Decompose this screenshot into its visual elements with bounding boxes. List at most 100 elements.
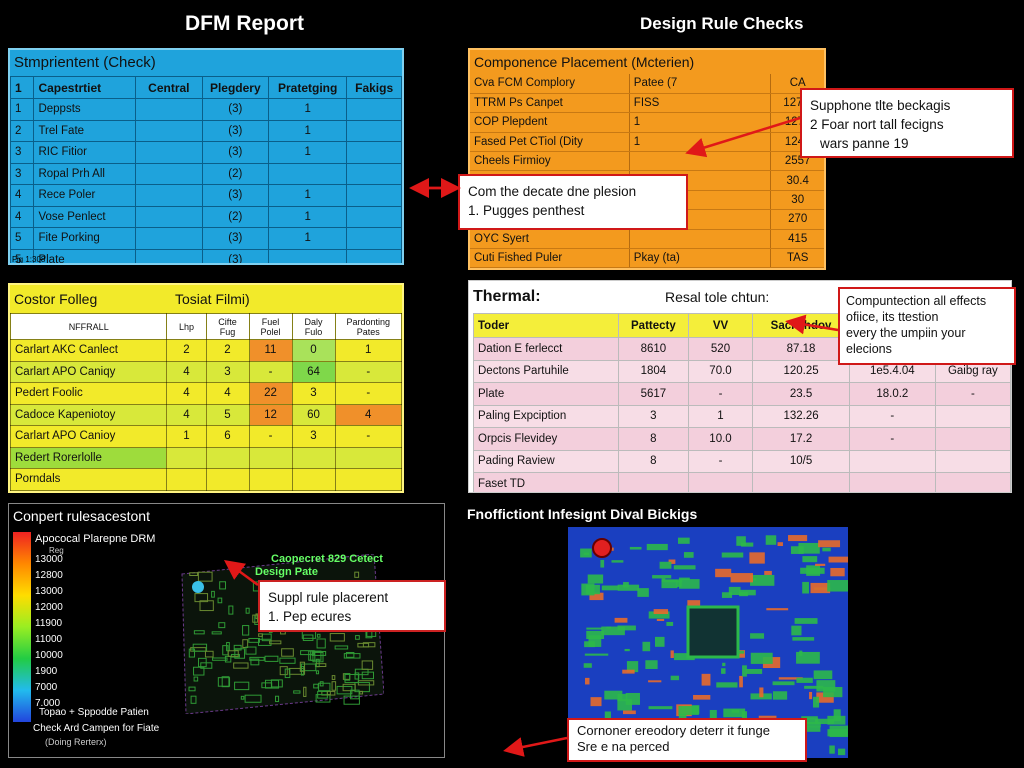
trace bbox=[211, 631, 222, 635]
cell bbox=[628, 229, 771, 250]
trace bbox=[585, 584, 600, 595]
cell: 4 bbox=[166, 360, 207, 383]
trace bbox=[242, 639, 249, 648]
cell bbox=[848, 472, 936, 492]
trace bbox=[361, 660, 374, 670]
cell: 1804 bbox=[617, 359, 689, 383]
trace bbox=[606, 626, 612, 629]
trace bbox=[648, 706, 673, 710]
cell bbox=[628, 151, 771, 172]
cell: Fased Pet CTiol (Dity bbox=[470, 132, 630, 153]
trace bbox=[750, 633, 765, 639]
panel-title: Stmprientent (Check) bbox=[14, 54, 156, 71]
trace bbox=[721, 668, 726, 674]
cell: Orpcis Flevidey bbox=[473, 427, 619, 451]
cell: - bbox=[848, 427, 936, 451]
trace bbox=[749, 552, 765, 564]
cell bbox=[848, 449, 936, 473]
trace bbox=[233, 662, 249, 669]
trace bbox=[604, 711, 611, 723]
trace bbox=[816, 680, 836, 692]
cell: Paling Expciption bbox=[473, 404, 619, 428]
table-row: Cheels Firmioy 2557 bbox=[470, 151, 824, 172]
trace bbox=[813, 670, 833, 680]
cell: 30 bbox=[770, 190, 824, 211]
cell bbox=[346, 119, 402, 142]
trace bbox=[837, 748, 846, 756]
trace bbox=[200, 662, 213, 669]
cell: COP Plepdent bbox=[470, 112, 630, 133]
trace bbox=[343, 695, 360, 705]
cell: OYC Syert bbox=[470, 229, 630, 250]
cell: 5617 bbox=[617, 382, 689, 406]
trace bbox=[750, 652, 773, 664]
cell: Pkay (ta) bbox=[628, 248, 771, 268]
header-row: 1 Capestrtiet Central Plegdery Pratetging Fak… bbox=[10, 76, 402, 99]
cell: 17.2 bbox=[752, 427, 850, 451]
trace bbox=[359, 690, 364, 695]
trace bbox=[648, 680, 662, 683]
cell bbox=[291, 446, 336, 469]
table-row: OYC Syert 415 bbox=[470, 229, 824, 250]
trace bbox=[772, 691, 788, 700]
table-row: 3 RIC Fitior (3) 1 bbox=[10, 141, 402, 164]
cell bbox=[346, 205, 402, 228]
trace bbox=[258, 633, 263, 637]
trace bbox=[766, 608, 789, 611]
table-row: Cuti Fished Puler Pkay (ta) TAS bbox=[470, 248, 824, 268]
trace bbox=[261, 633, 272, 642]
trace bbox=[673, 565, 696, 570]
trace bbox=[759, 687, 764, 698]
trace bbox=[587, 574, 604, 584]
marker-dot bbox=[192, 581, 204, 593]
cell: Plate bbox=[473, 382, 619, 406]
trace bbox=[316, 638, 326, 649]
cell: Deppsts bbox=[33, 98, 137, 121]
trace bbox=[234, 681, 250, 691]
trace bbox=[604, 690, 623, 700]
trace bbox=[624, 648, 630, 652]
cell bbox=[346, 227, 402, 250]
trace bbox=[794, 618, 818, 624]
header-cell: Toder bbox=[473, 313, 619, 338]
callout: Cornoner ereodory deterr it funge Sre e … bbox=[567, 718, 807, 762]
callout-line: 2 Foar nort tall fecigns bbox=[810, 117, 944, 132]
board-label: Caopecret 829 Cetect bbox=[271, 553, 383, 565]
panel-title: Costor Folleg bbox=[14, 291, 98, 307]
cell: (3) bbox=[201, 227, 270, 250]
cell: 1 bbox=[268, 227, 348, 250]
table-row: COP Plepdent 1 1273 bbox=[470, 112, 824, 133]
cell: 520 bbox=[687, 337, 754, 361]
trace bbox=[728, 586, 741, 596]
cell: 1 bbox=[10, 98, 35, 121]
callout-line: every the umpiin your bbox=[846, 326, 966, 340]
table-wrap: Cva FCM Complory Patee (7 CA TTRM Ps Canpet… bbox=[470, 74, 824, 268]
header-cell: Sackehdov bbox=[752, 313, 850, 338]
trace bbox=[788, 535, 808, 542]
trace bbox=[244, 694, 262, 703]
cell: Vose Penlect bbox=[33, 205, 137, 228]
trace bbox=[758, 715, 777, 718]
panel-subtitle: Tosiat Filmi) bbox=[175, 291, 250, 307]
trace bbox=[815, 563, 826, 566]
callout-line: elecions bbox=[846, 342, 892, 356]
trace bbox=[580, 548, 592, 558]
cell bbox=[135, 227, 203, 250]
trace bbox=[772, 681, 795, 686]
header-cell: Capestrtiet bbox=[33, 76, 137, 99]
trace bbox=[792, 637, 815, 641]
trace bbox=[709, 709, 717, 722]
legend-unit: Reg bbox=[49, 546, 64, 555]
trace bbox=[806, 718, 819, 724]
cell: Pading Raview bbox=[473, 449, 619, 473]
header-cell: VV bbox=[687, 313, 754, 338]
cell: 5 bbox=[10, 227, 35, 250]
cell bbox=[752, 472, 850, 492]
callout-line: 1. Pep ecures bbox=[268, 609, 352, 624]
trace bbox=[334, 645, 349, 650]
cell: 18.0.2 bbox=[848, 382, 936, 406]
trace bbox=[315, 694, 331, 703]
legend-note: Topao + Sppodde Patien bbox=[39, 707, 149, 718]
cell bbox=[205, 468, 250, 491]
cell: (3) bbox=[201, 141, 270, 164]
